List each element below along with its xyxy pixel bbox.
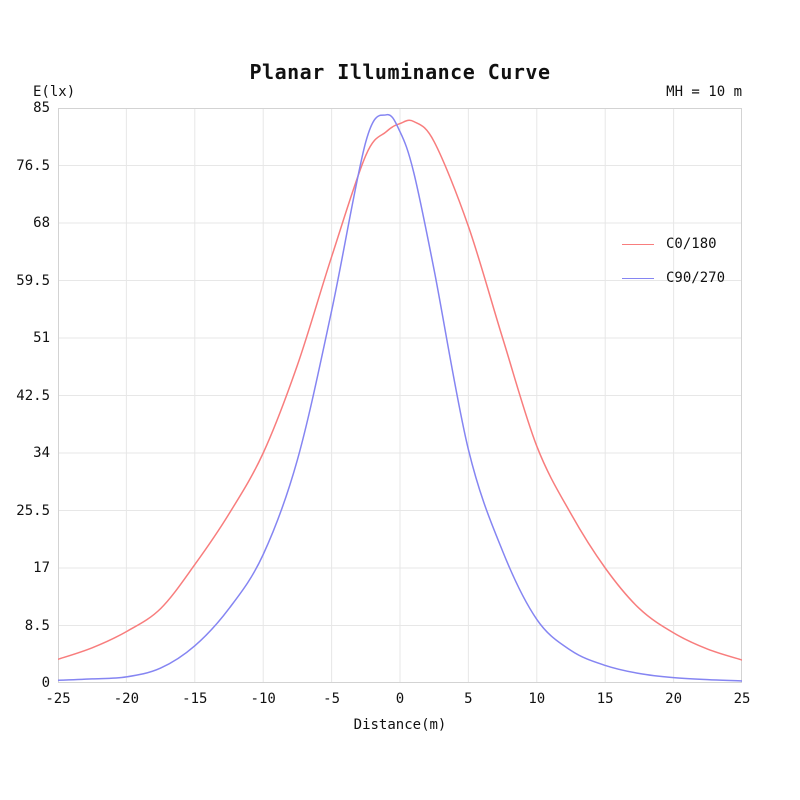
- legend-item-c90-270: C90/270: [622, 271, 725, 285]
- x-tick-label: 0: [395, 691, 405, 707]
- x-axis-label: Distance(m): [353, 717, 447, 733]
- mounting-height-annotation: MH = 10 m: [666, 84, 742, 100]
- legend-label-c90-270: C90/270: [666, 270, 726, 286]
- x-tick-label: 25: [733, 691, 751, 707]
- y-tick-label: 76.5: [16, 157, 50, 174]
- x-tick-label: 10: [528, 691, 546, 707]
- legend: C0/180 C90/270: [622, 237, 725, 305]
- x-tick-label: 5: [464, 691, 473, 707]
- series-curve-c0-180: [58, 119, 742, 661]
- x-tick-label: -20: [113, 691, 140, 707]
- x-tick-label: 15: [596, 691, 614, 707]
- x-tick-label: 20: [665, 691, 683, 707]
- chart-title: Planar Illuminance Curve: [249, 60, 551, 84]
- x-tick-label: -25: [45, 691, 71, 707]
- series-curve-c90-270: [58, 113, 742, 682]
- legend-line-red-icon: [622, 243, 654, 245]
- y-tick-label: 85: [33, 100, 50, 116]
- y-tick-label: 0: [41, 675, 50, 691]
- y-tick-label: 51: [33, 330, 50, 346]
- legend-line-blue-icon: [622, 277, 654, 279]
- plot-border: [58, 108, 742, 683]
- x-tick-label: -10: [250, 691, 276, 707]
- x-tick-label: -5: [323, 691, 341, 707]
- y-tick-label: 59.5: [16, 272, 50, 289]
- y-tick-label: 42.5: [16, 387, 50, 404]
- x-tick-label: -15: [182, 691, 208, 707]
- y-tick-label: 34: [33, 445, 50, 461]
- y-tick-label: 68: [33, 215, 50, 231]
- plot-area: C0/180 C90/270: [58, 108, 742, 683]
- y-axis-unit-label: E(lx): [33, 84, 76, 100]
- legend-label-c0-180: C0/180: [666, 236, 717, 252]
- legend-item-c0-180: C0/180: [622, 237, 725, 251]
- y-tick-label: 25.5: [16, 502, 50, 519]
- plot-canvas: [58, 108, 742, 683]
- y-tick-label: 8.5: [24, 617, 50, 634]
- y-tick-label: 17: [33, 560, 50, 576]
